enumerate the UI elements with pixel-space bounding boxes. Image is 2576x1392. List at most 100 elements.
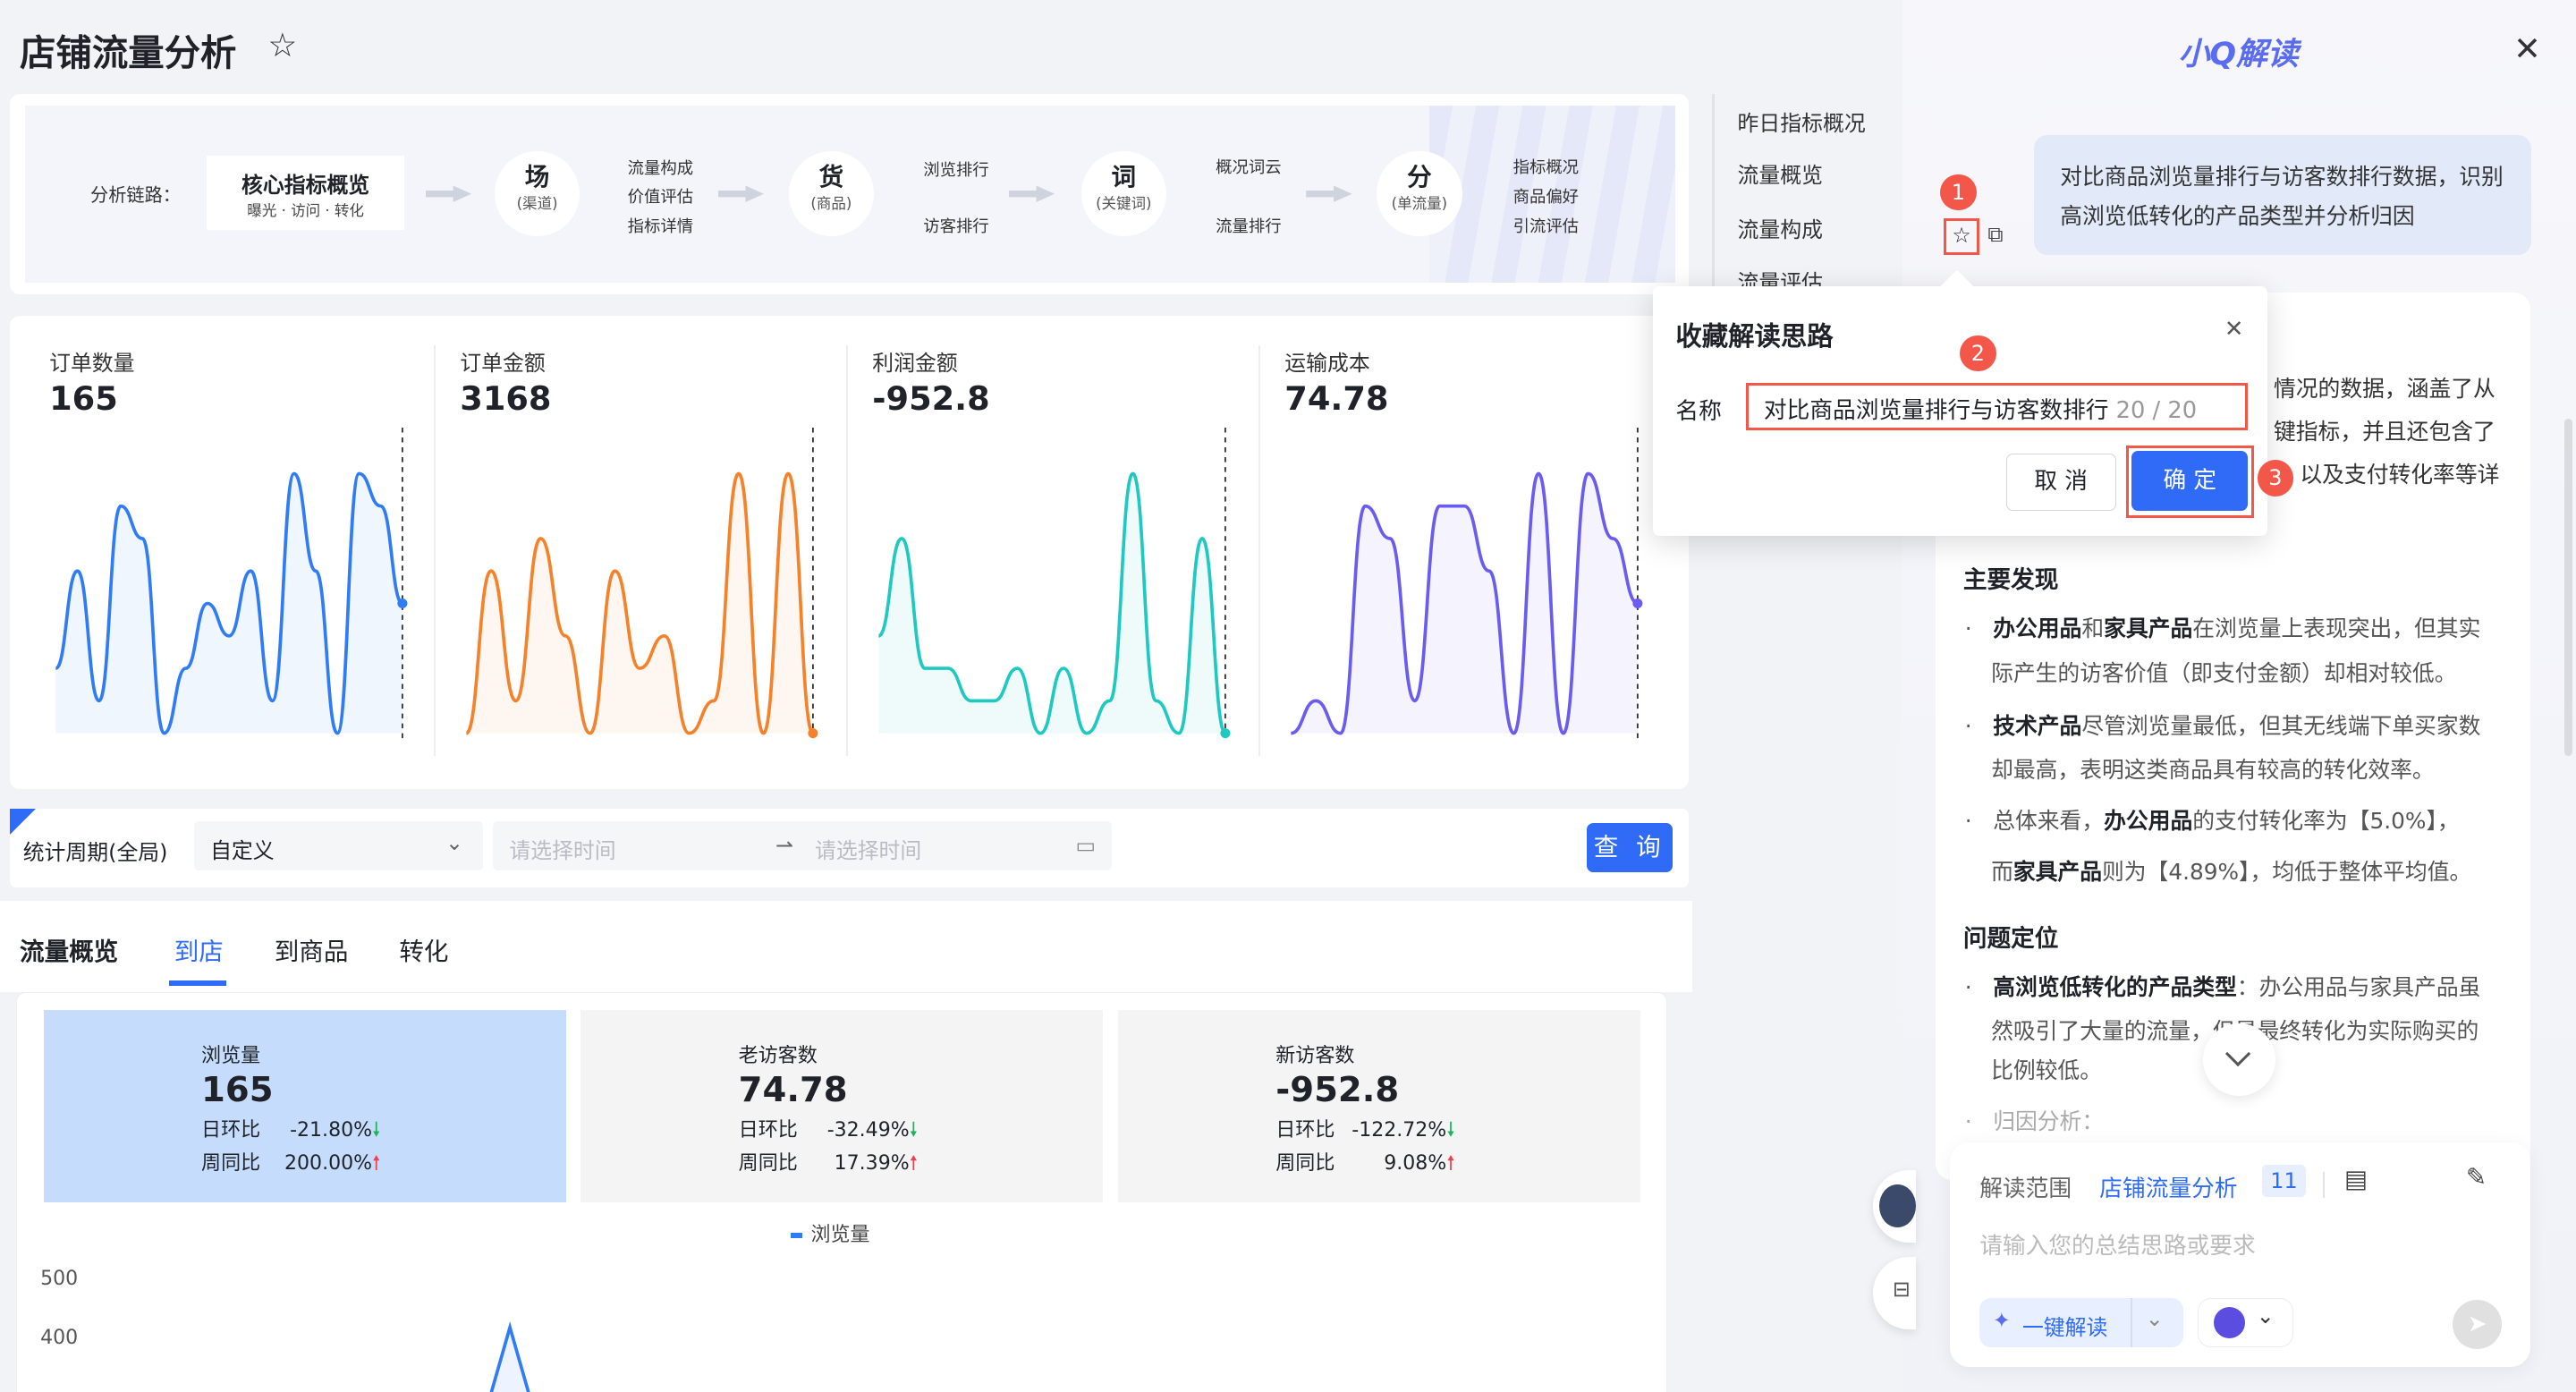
cancel-button[interactable]: 取 消 bbox=[2005, 453, 2116, 512]
metric-value: 165 bbox=[49, 379, 118, 419]
arrow-up-icon: 🠕 bbox=[909, 1151, 919, 1175]
sparkline bbox=[1291, 427, 1643, 740]
flow-item[interactable]: 商品偏好 bbox=[1513, 187, 1580, 207]
tab-to-store[interactable]: 到店 bbox=[174, 938, 224, 967]
active-tab-indicator bbox=[169, 980, 227, 986]
flow-item[interactable]: 指标概况 bbox=[1513, 157, 1580, 177]
table-settings-icon[interactable]: ▤ bbox=[2343, 1165, 2368, 1194]
sparkline-point bbox=[1632, 598, 1643, 608]
week-change: 200.00% bbox=[284, 1151, 373, 1175]
model-select[interactable]: ⌄ bbox=[2198, 1297, 2293, 1348]
anchor-item[interactable]: 昨日指标概况 bbox=[1737, 110, 1866, 136]
query-button[interactable]: 查 询 bbox=[1587, 823, 1673, 873]
sparkline-area bbox=[466, 472, 814, 734]
core-sub: 曝光 · 访问 · 转化 bbox=[247, 202, 364, 220]
dialog-title: 收藏解读思路 bbox=[1675, 320, 1834, 352]
send-icon[interactable]: ➤ bbox=[2453, 1299, 2503, 1349]
kpi-label: 老访客数 bbox=[738, 1044, 818, 1067]
day-change: -122.72% bbox=[1352, 1119, 1447, 1142]
metric-orders[interactable]: 订单数量 165 bbox=[49, 345, 460, 756]
sparkline bbox=[464, 427, 818, 740]
filter-bar: 统计周期(全局) 自定义 ⌄ 请选择时间 ⇀ 请选择时间 ▭ 查 询 bbox=[10, 808, 1690, 887]
step-badge: 3 bbox=[2257, 460, 2294, 497]
flow-item[interactable]: 引流评估 bbox=[1513, 216, 1580, 236]
scope-label: 解读范围 bbox=[1979, 1175, 2072, 1202]
tab-traffic-overview[interactable]: 流量概览 bbox=[20, 938, 119, 967]
favorite-dialog: 收藏解读思路 ✕ 名称 对比商品浏览量排行与访客数排行 20 / 20 取 消 … bbox=[1652, 269, 2267, 536]
char-counter: 20 / 20 bbox=[2115, 397, 2198, 425]
issue-bullet: · 高浏览低转化的产品类型：办公用品与家具产品虽 bbox=[1964, 973, 2481, 1000]
assistant-avatar[interactable] bbox=[1872, 1169, 1916, 1243]
favorite-star-icon[interactable]: ☆ bbox=[1943, 218, 1980, 255]
edit-icon[interactable]: ✎ bbox=[2465, 1163, 2487, 1193]
tab-to-goods[interactable]: 到商品 bbox=[274, 938, 349, 967]
close-icon[interactable]: ✕ bbox=[2513, 30, 2541, 69]
flow-item[interactable]: 访客排行 bbox=[923, 216, 989, 236]
kpi-value: 74.78 bbox=[738, 1069, 848, 1110]
scrollbar[interactable] bbox=[2564, 419, 2573, 756]
metric-label: 运输成本 bbox=[1284, 350, 1370, 376]
metric-label: 订单数量 bbox=[49, 350, 135, 376]
flow-node-keyword[interactable]: 词 (关键词) bbox=[1080, 150, 1167, 237]
flow-item[interactable]: 概况词云 bbox=[1216, 157, 1282, 177]
analysis-flow: 分析链路： 核心指标概览 曝光 · 访问 · 转化 场 (渠道) 流量构成 价值评… bbox=[24, 105, 1676, 283]
scope-value[interactable]: 店铺流量分析 bbox=[2099, 1175, 2238, 1202]
period-label: 统计周期(全局) bbox=[22, 840, 168, 866]
sparkline-point bbox=[397, 598, 408, 608]
sparkline-line bbox=[877, 471, 1227, 734]
kpi-tile[interactable]: 浏览量 165 日环比 -21.80% 🠗 周同比 200.00% 🠕 bbox=[43, 1009, 566, 1202]
page-title: 店铺流量分析 bbox=[20, 30, 237, 74]
side-tool-icon[interactable]: ⊟ bbox=[1872, 1257, 1916, 1329]
kpi-tile[interactable]: 新访客数 -952.8 日环比 -122.72% 🠗 周同比 9.08% 🠕 bbox=[1117, 1009, 1640, 1202]
metric-profit[interactable]: 利润金额 -952.8 bbox=[872, 345, 1283, 756]
metric-shipping[interactable]: 运输成本 74.78 bbox=[1284, 345, 1695, 756]
issue-text: 比例较低。 bbox=[1991, 1057, 2102, 1084]
question-bubble: 对比商品浏览量排行与访客数排行数据，识别高浏览低转化的产品类型并分析归因 bbox=[2033, 134, 2532, 255]
tabs: 流量概览 到店 到商品 转化 bbox=[0, 900, 1692, 993]
date-range-picker[interactable]: 请选择时间 ⇀ 请选择时间 ▭ bbox=[493, 821, 1113, 871]
name-input[interactable]: 对比商品浏览量排行与访客数排行 20 / 20 bbox=[1746, 382, 2248, 431]
chevron-down-icon bbox=[2225, 1040, 2251, 1067]
anchor-item[interactable]: 流量概览 bbox=[1737, 163, 1823, 189]
scope-count-badge: 11 bbox=[2262, 1165, 2306, 1197]
flow-node-split[interactable]: 分 (单流量) bbox=[1377, 150, 1462, 237]
flow-item[interactable]: 指标详情 bbox=[627, 216, 694, 236]
week-change: 17.39% bbox=[834, 1151, 910, 1175]
metric-label: 利润金额 bbox=[872, 350, 958, 376]
flow-item[interactable]: 流量排行 bbox=[1216, 216, 1282, 236]
end-date-input[interactable]: 请选择时间 bbox=[814, 838, 922, 864]
scroll-down-button[interactable] bbox=[2203, 1023, 2275, 1097]
close-icon[interactable]: ✕ bbox=[2224, 315, 2244, 343]
chevron-down-icon: ⌄ bbox=[2256, 1303, 2275, 1329]
copy-icon[interactable]: ⧉ bbox=[1987, 221, 2004, 247]
y-tick: 400 bbox=[40, 1327, 79, 1350]
arrow-up-icon: 🠕 bbox=[372, 1151, 381, 1175]
arrow-icon bbox=[425, 185, 472, 202]
kpi-tile[interactable]: 老访客数 74.78 日环比 -32.49% 🠗 周同比 17.39% 🠕 bbox=[580, 1009, 1104, 1202]
flow-item[interactable]: 浏览排行 bbox=[923, 161, 989, 181]
step-badge: 2 bbox=[1960, 335, 1996, 372]
finding-text: 际产生的访客价值（即支付金额）却相对较低。 bbox=[1991, 659, 2457, 686]
flow-item[interactable]: 流量构成 bbox=[627, 159, 694, 179]
core-node[interactable]: 核心指标概览 曝光 · 访问 · 转化 bbox=[207, 156, 404, 231]
chart-legend[interactable]: 浏览量 bbox=[791, 1218, 870, 1247]
metric-value: 3168 bbox=[460, 379, 552, 419]
anchor-item[interactable]: 流量构成 bbox=[1737, 216, 1823, 242]
flow-node-channel[interactable]: 场 (渠道) bbox=[494, 150, 580, 237]
start-date-input[interactable]: 请选择时间 bbox=[509, 838, 616, 864]
prompt-input[interactable]: 请输入您的总结思路或要求 bbox=[1979, 1233, 2256, 1260]
one-click-button[interactable]: ✦ 一键解读 ⌄ bbox=[1979, 1297, 2183, 1348]
metric-amount[interactable]: 订单金额 3168 bbox=[460, 345, 870, 756]
flow-item[interactable]: 价值评估 bbox=[627, 187, 694, 207]
period-select[interactable]: 自定义 ⌄ bbox=[193, 821, 483, 871]
decoration bbox=[1428, 105, 1676, 283]
star-icon[interactable]: ☆ bbox=[267, 26, 298, 65]
calendar-icon: ▭ bbox=[1075, 833, 1097, 859]
sparkline-point bbox=[808, 727, 818, 738]
confirm-button[interactable]: 确 定 bbox=[2131, 451, 2249, 511]
finding-text: 却最高，表明这类商品具有较高的转化效率。 bbox=[1991, 757, 2435, 784]
tab-conversion[interactable]: 转化 bbox=[399, 938, 449, 967]
attribution-bullet: · 归因分析： bbox=[1964, 1108, 2105, 1135]
day-change: -21.80% bbox=[290, 1119, 373, 1142]
flow-node-goods[interactable]: 货 (商品) bbox=[788, 150, 875, 237]
